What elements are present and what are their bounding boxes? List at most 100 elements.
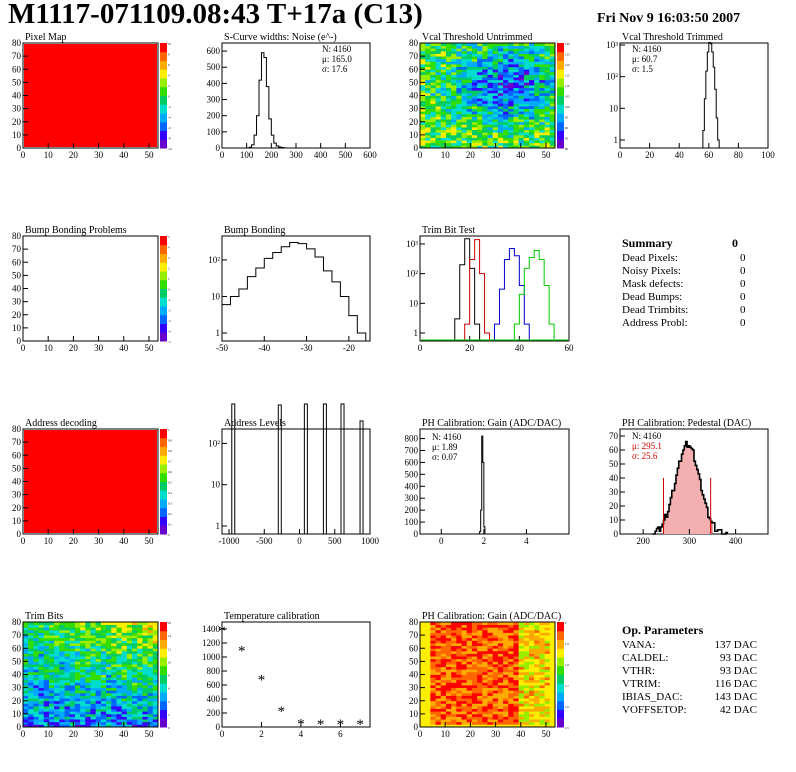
trim-bits-cell bbox=[74, 687, 81, 691]
vcal-untrimmed-cell bbox=[451, 103, 457, 107]
ph-gain-map-cell bbox=[539, 708, 546, 712]
trim-bits-cell bbox=[116, 637, 123, 641]
trim-bits-cell bbox=[95, 622, 102, 626]
trim-bits-cell bbox=[80, 711, 86, 715]
vcal-untrimmed-cell bbox=[549, 92, 556, 96]
trim-bits-cell bbox=[38, 637, 45, 641]
trim-bits-cell bbox=[116, 703, 123, 707]
temperature-calibration-ytick-label: 0 bbox=[216, 722, 221, 732]
trim-bits-cell bbox=[48, 682, 55, 686]
trim-bits-cell bbox=[85, 643, 91, 647]
ph-gain-map-cell bbox=[425, 637, 431, 641]
vcal-untrimmed-ztick-label: 80 bbox=[565, 147, 569, 151]
trim-bits-cell bbox=[28, 674, 34, 678]
vcal-untrimmed-cell bbox=[544, 85, 551, 89]
trim-bits-zbar-cell bbox=[160, 718, 167, 728]
trim-bits-cell bbox=[100, 682, 107, 686]
trim-bits-cell bbox=[74, 661, 81, 665]
trim-bits-cell bbox=[106, 698, 112, 702]
vcal-untrimmed-cell bbox=[440, 119, 447, 123]
ph-gain-map-cell bbox=[466, 700, 473, 704]
trim-bits-cell bbox=[106, 645, 112, 649]
ph-gain-map-cell bbox=[492, 635, 499, 639]
ph-gain-map-cell bbox=[492, 643, 499, 647]
trim-bits-cell bbox=[100, 687, 107, 691]
vcal-untrimmed-cell bbox=[518, 58, 525, 62]
trim-bits-cell bbox=[152, 666, 159, 670]
ph-gain-map-cell bbox=[549, 640, 556, 644]
ph-gain-map-cell bbox=[471, 690, 478, 694]
ph-gain-map-cell bbox=[549, 708, 556, 712]
vcal-untrimmed-cell bbox=[523, 103, 530, 107]
vcal-trimmed-stat-n: N: 4160 bbox=[632, 44, 662, 54]
op-vana-value: 137 DAC bbox=[714, 639, 757, 651]
trim-bits-cell bbox=[33, 658, 39, 662]
ph-gain-map-cell bbox=[529, 698, 535, 702]
ph-gain-map-cell bbox=[529, 679, 535, 683]
trim-bits-cell bbox=[33, 679, 39, 683]
vcal-untrimmed-cell bbox=[425, 48, 431, 52]
trim-bits-cell bbox=[23, 635, 29, 639]
vcal-untrimmed-cell bbox=[492, 108, 499, 112]
bump-bonding-problems-ytick-label: 60 bbox=[12, 257, 22, 267]
ph-gain-map-cell bbox=[451, 643, 457, 647]
vcal-untrimmed-cell bbox=[544, 74, 551, 78]
ph-gain-map-cell bbox=[513, 640, 520, 644]
ph-gain-map-cell bbox=[544, 687, 551, 691]
trim-bits-cell bbox=[38, 666, 45, 670]
ph-gain-map-cell bbox=[544, 713, 551, 717]
vcal-untrimmed-cell bbox=[456, 69, 462, 73]
vcal-untrimmed-cell bbox=[523, 43, 530, 47]
vcal-untrimmed-cell bbox=[440, 50, 447, 54]
vcal-untrimmed-cell bbox=[477, 119, 483, 123]
vcal-untrimmed-cell bbox=[430, 77, 436, 81]
trim-bits-cell bbox=[116, 622, 123, 626]
trim-bits-cell bbox=[74, 632, 81, 636]
vcal-untrimmed-cell bbox=[461, 58, 468, 62]
ph-gain-map-cell bbox=[503, 713, 509, 717]
ph-gain-map-cell bbox=[529, 637, 535, 641]
trim-bits-cell bbox=[23, 687, 29, 691]
trim-bits-cell bbox=[106, 671, 112, 675]
ph-gain-map-cell bbox=[523, 658, 530, 662]
ph-gain-map-cell bbox=[482, 661, 488, 665]
trim-bits-cell bbox=[85, 695, 91, 699]
pixel-map-zbar-cell bbox=[160, 121, 167, 131]
trim-bits-cell bbox=[43, 677, 50, 681]
vcal-untrimmed-cell bbox=[534, 119, 540, 123]
op-voffsetop-value: 42 DAC bbox=[720, 704, 757, 716]
ph-pedestal-ytick-label: 50 bbox=[609, 459, 619, 469]
vcal-untrimmed-cell bbox=[508, 121, 514, 125]
vcal-untrimmed-cell bbox=[435, 90, 442, 94]
ph-pedestal-chart: PH Calibration: Pedestal (DAC)200 300 4000… bbox=[609, 418, 769, 546]
trim-bits-cell bbox=[126, 703, 133, 707]
ph-gain-map-cell bbox=[435, 685, 442, 689]
ph-gain-map-cell bbox=[482, 622, 488, 626]
vcal-untrimmed-cell bbox=[529, 100, 535, 104]
ph-gain-map-cell bbox=[482, 674, 488, 678]
vcal-untrimmed-cell bbox=[471, 45, 478, 49]
ph-gain-map-cell bbox=[456, 656, 462, 660]
trim-bits-cell bbox=[48, 658, 55, 662]
vcal-untrimmed-cell bbox=[425, 85, 431, 89]
trim-bits-cell bbox=[59, 622, 65, 626]
ph-gain-map-cell bbox=[440, 690, 447, 694]
ph-gain-map-cell bbox=[518, 719, 525, 723]
ph-gain-map-cell bbox=[430, 719, 436, 723]
ph-gain-map-cell bbox=[456, 645, 462, 649]
vcal-untrimmed-cell bbox=[420, 108, 426, 112]
ph-gain-map-cell bbox=[534, 700, 540, 704]
vcal-untrimmed-cell bbox=[529, 113, 535, 117]
trim-bits-cell bbox=[106, 677, 112, 681]
ph-gain-map-cell bbox=[456, 690, 462, 694]
ph-gain-map-cell bbox=[549, 724, 556, 728]
ph-gain-map-cell bbox=[513, 645, 520, 649]
trim-bits-cell bbox=[74, 666, 81, 670]
ph-gain-map-cell bbox=[523, 674, 530, 678]
vcal-untrimmed-cell bbox=[503, 121, 509, 125]
trim-bits-cell bbox=[126, 669, 133, 673]
vcal-untrimmed-ztick-label: 85 bbox=[565, 137, 569, 141]
vcal-untrimmed-cell bbox=[518, 103, 525, 107]
vcal-untrimmed-cell bbox=[503, 71, 509, 75]
ph-gain-map-cell bbox=[518, 721, 525, 725]
